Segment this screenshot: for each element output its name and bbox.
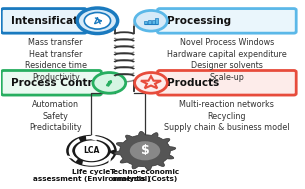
Bar (152, 20, 155, 24)
Text: Automation: Automation (32, 100, 79, 109)
Circle shape (130, 141, 160, 160)
Text: Recycling: Recycling (208, 112, 246, 121)
Circle shape (66, 135, 117, 167)
Bar (155, 18, 159, 24)
Bar (144, 21, 147, 24)
Text: Residence time: Residence time (25, 61, 87, 70)
Text: Productivity: Productivity (32, 73, 80, 82)
Text: Hardware capital expenditure: Hardware capital expenditure (167, 50, 287, 59)
FancyBboxPatch shape (1, 9, 86, 33)
FancyArrow shape (106, 81, 111, 86)
Text: Techno-economic
analysis (Costs): Techno-economic analysis (Costs) (110, 169, 180, 182)
Text: Designer solvents: Designer solvents (191, 61, 263, 70)
Text: Novel Process Windows: Novel Process Windows (180, 38, 274, 47)
Circle shape (93, 73, 126, 93)
Circle shape (135, 73, 167, 93)
Text: Intensification: Intensification (11, 16, 96, 26)
Circle shape (84, 12, 111, 29)
Polygon shape (114, 131, 176, 170)
Bar (148, 20, 151, 24)
Text: $: $ (141, 144, 149, 157)
Text: Products: Products (167, 78, 220, 88)
Text: Life cycle
assessment (Environmental): Life cycle assessment (Environmental) (33, 169, 150, 182)
Circle shape (135, 10, 167, 31)
Text: Multi-reaction networks: Multi-reaction networks (179, 100, 274, 109)
Text: Processing: Processing (167, 16, 231, 26)
Text: Supply chain & business model: Supply chain & business model (164, 123, 290, 132)
Text: Mass transfer: Mass transfer (28, 38, 83, 47)
Circle shape (77, 8, 118, 33)
FancyBboxPatch shape (157, 9, 296, 33)
FancyBboxPatch shape (157, 70, 296, 95)
Text: Heat transfer: Heat transfer (29, 50, 82, 59)
Circle shape (75, 140, 108, 161)
Text: Scale-up: Scale-up (210, 73, 244, 82)
Text: Process Control: Process Control (11, 78, 104, 88)
Text: Safety: Safety (43, 112, 69, 121)
Text: LCA: LCA (83, 146, 100, 155)
Text: Predictability: Predictability (30, 123, 82, 132)
FancyBboxPatch shape (1, 70, 101, 95)
